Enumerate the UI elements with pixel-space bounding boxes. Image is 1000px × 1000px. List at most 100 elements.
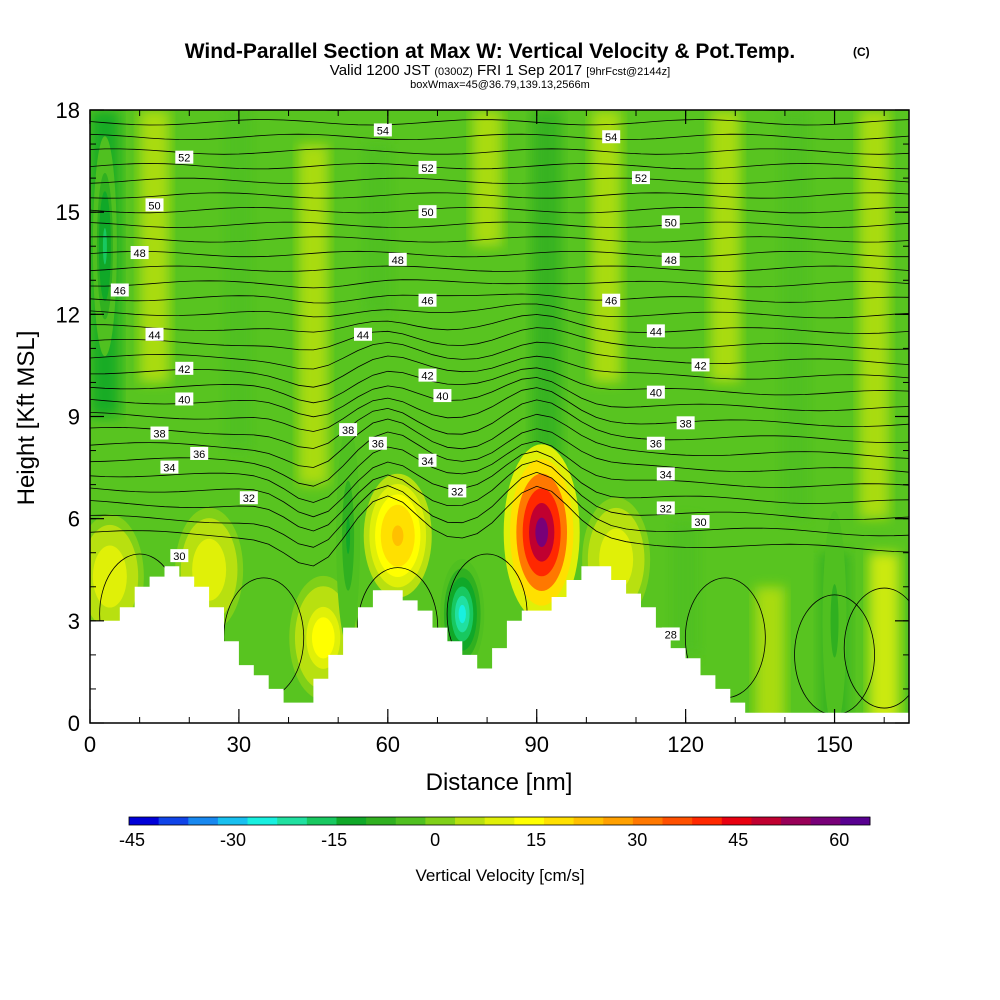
theta-label-box (661, 627, 680, 641)
theta-label-text: 32 (451, 486, 463, 498)
theta-label: 32 (448, 484, 467, 498)
theta-contour (90, 163, 909, 170)
theta-label-text: 32 (660, 503, 672, 515)
theta-contour (90, 206, 909, 214)
colorbar-segment (692, 817, 723, 825)
colorbar-segment (455, 817, 486, 825)
theta-label-text: 44 (357, 330, 369, 342)
theta-contour (90, 341, 909, 370)
theta-label: 36 (646, 436, 665, 451)
colorbar-segment (277, 817, 308, 825)
theta-label-box (418, 160, 437, 174)
colorbar-segment (751, 817, 782, 825)
colorbar-tick-label: 45 (728, 830, 748, 850)
theta-label: 54 (602, 130, 621, 144)
x-tick-label: 90 (524, 732, 548, 757)
theta-label-box (160, 460, 179, 474)
theta-label-box (631, 171, 650, 185)
theta-label-text: 38 (153, 429, 165, 441)
theta-label: 34 (418, 453, 437, 468)
theta-label: 34 (160, 460, 179, 475)
theta-label-text: 38 (680, 418, 692, 430)
theta-label-box (661, 215, 680, 229)
theta-label-box (433, 389, 452, 403)
theta-contour (90, 265, 909, 272)
theta-label-box (145, 327, 164, 341)
theta-contour (90, 413, 909, 468)
field-core (610, 549, 622, 570)
theta-label-box (646, 385, 665, 399)
theta-contour (90, 148, 909, 155)
plot-area: 54 54 52 52 52 50 50 50 48 48 48 46 46 46 44 44 44 42 42 42… (90, 110, 909, 723)
y-tick-label: 15 (56, 200, 80, 225)
theta-label: 46 (110, 283, 129, 297)
theta-label-box (368, 436, 387, 450)
theta-label-box (130, 246, 149, 260)
field-streak (224, 110, 254, 451)
theta-label-text: 42 (421, 371, 433, 383)
theta-contour (90, 450, 909, 518)
x-tick-label: 150 (816, 732, 853, 757)
theta-label-box (339, 423, 358, 437)
theta-contour (90, 236, 909, 243)
colorbar-segment (543, 817, 575, 825)
field-streak (591, 110, 622, 383)
colorbar-segment (188, 817, 219, 825)
field-core (535, 517, 549, 547)
chart-title-tag: (C) (853, 45, 870, 59)
x-tick-label: 60 (376, 732, 400, 757)
theta-contour (90, 367, 909, 404)
valid-day: FRI 1 Sep 2017 (477, 62, 582, 79)
theta-label-box (175, 150, 194, 164)
theta-label: 50 (661, 215, 680, 229)
field-core (346, 517, 351, 555)
theta-label-text: 36 (372, 439, 384, 451)
theta-contour (90, 327, 909, 351)
theta-label-text: 44 (650, 326, 662, 338)
theta-label: 42 (175, 361, 194, 376)
field-streak (710, 110, 741, 383)
y-tick-label: 6 (68, 507, 80, 532)
theta-label-text: 30 (173, 551, 185, 563)
theta-label-box (646, 436, 665, 450)
theta-label-box (354, 327, 372, 341)
theta-contour (90, 119, 909, 126)
theta-label-box (656, 467, 675, 481)
theta-label-text: 34 (421, 456, 433, 468)
theta-label-text: 50 (421, 207, 433, 219)
theta-contour (90, 387, 909, 432)
theta-label-text: 38 (342, 425, 354, 437)
theta-contour (90, 485, 909, 567)
theta-label: 32 (656, 501, 675, 515)
field-streak (755, 586, 785, 723)
field-streak (869, 552, 900, 723)
theta-label: 40 (646, 385, 665, 400)
colorbar-tick-label: -15 (321, 830, 347, 850)
y-tick-label: 18 (56, 98, 80, 123)
theta-label-text: 32 (243, 493, 255, 505)
colorbar-segment (306, 817, 337, 825)
theta-label-box (175, 361, 194, 375)
theta-contour (90, 293, 909, 304)
theta-label-text: 40 (436, 391, 448, 403)
theta-label-text: 50 (148, 200, 160, 212)
theta-label-box (145, 198, 164, 212)
colorbar-segment (129, 817, 160, 825)
colorbar-segment (484, 817, 515, 825)
colorbar-segment (840, 817, 871, 825)
theta-label: 54 (373, 123, 392, 137)
theta-label: 44 (145, 327, 164, 342)
field-core (203, 559, 215, 581)
colorbar: -45 -30 -15 0 15 30 45 60 (119, 816, 871, 850)
theta-contour (90, 440, 909, 503)
theta-label-text: 40 (650, 388, 662, 400)
colorbar-segment (810, 817, 841, 825)
colorbar-segment (721, 817, 752, 825)
theta-label-text: 48 (665, 255, 677, 267)
theta-contour (90, 133, 909, 141)
colorbar-label: Vertical Velocity [cm/s] (415, 866, 584, 885)
theta-label-box (239, 491, 258, 505)
colorbar-frame (128, 816, 871, 826)
theta-label: 46 (602, 293, 621, 308)
theta-label: 52 (175, 150, 194, 165)
